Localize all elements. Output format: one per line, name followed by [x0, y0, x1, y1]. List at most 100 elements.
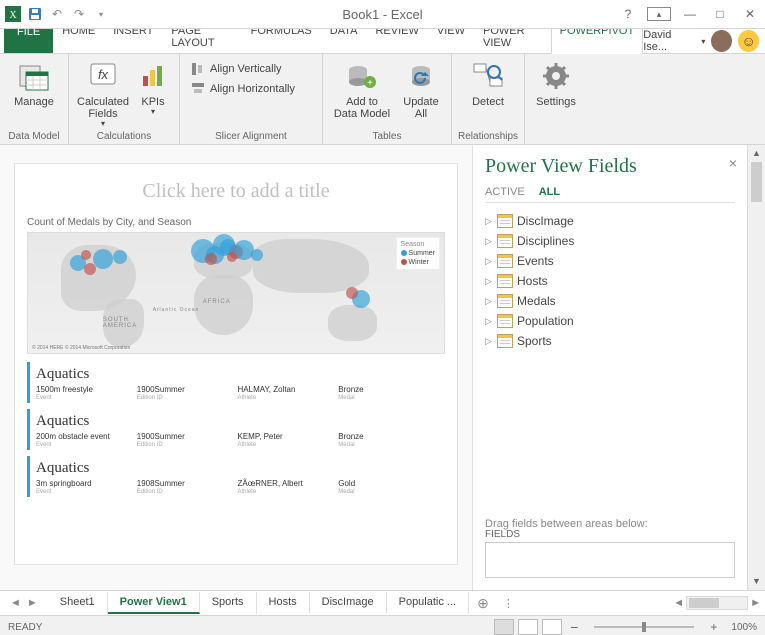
- zoom-out-icon[interactable]: −: [566, 619, 582, 635]
- data-card[interactable]: Aquatics200m obstacle event1900SummerKEM…: [27, 409, 445, 450]
- group-calculations: fx Calculated Fields▾ KPIs▾ Calculations: [69, 54, 180, 144]
- svg-text:+: +: [367, 78, 373, 89]
- map-bubble[interactable]: [251, 249, 263, 261]
- group-tables: + Add to Data Model Update All Tables: [323, 54, 452, 144]
- table-icon: [497, 314, 513, 328]
- field-population[interactable]: ▷Population: [485, 311, 735, 331]
- field-hosts[interactable]: ▷Hosts: [485, 271, 735, 291]
- group-data-model: Manage Data Model: [0, 54, 69, 144]
- undo-icon[interactable]: ↶: [48, 5, 66, 23]
- data-card[interactable]: Aquatics1500m freestyle1900SummerHALMAY,…: [27, 362, 445, 403]
- status-ready: READY: [8, 622, 42, 633]
- vertical-scrollbar[interactable]: ▲ ▼: [747, 145, 765, 590]
- excel-icon: X: [4, 5, 22, 23]
- redo-icon[interactable]: ↷: [70, 5, 88, 23]
- sheet-tab[interactable]: Sheet1: [48, 592, 108, 614]
- detect-button[interactable]: Detect: [458, 56, 518, 108]
- ribbon-tabs: FILEHOMEINSERTPAGE LAYOUTFORMULASDATAREV…: [0, 29, 765, 54]
- save-icon[interactable]: [26, 5, 44, 23]
- help-icon[interactable]: ?: [617, 7, 639, 21]
- zoom-level[interactable]: 100%: [731, 622, 757, 633]
- table-icon: [497, 294, 513, 308]
- tab-all[interactable]: ALL: [539, 186, 560, 198]
- window-controls: ? ▴ — □ ✕: [617, 7, 761, 21]
- sheet-tab-bar: ◄► Sheet1Power View1SportsHostsDiscImage…: [0, 590, 765, 615]
- table-icon: [497, 254, 513, 268]
- feedback-icon[interactable]: ☺: [738, 30, 759, 52]
- svg-text:X: X: [9, 10, 17, 21]
- close-pane-icon[interactable]: ×: [729, 155, 737, 171]
- align-vertically-button[interactable]: Align Vertically: [186, 60, 316, 78]
- group-slicer-alignment: Align Vertically Align Horizontally Slic…: [180, 54, 323, 144]
- scroll-down-icon[interactable]: ▼: [748, 573, 765, 590]
- sheet-nav[interactable]: ◄►: [0, 597, 48, 609]
- map-bubble[interactable]: [81, 250, 91, 260]
- map-bubble[interactable]: [113, 250, 127, 264]
- zoom-in-icon[interactable]: +: [706, 620, 721, 634]
- fields-list: ▷DiscImage▷Disciplines▷Events▷Hosts▷Meda…: [485, 211, 735, 351]
- chart-legend: Season Summer Winter: [396, 237, 440, 270]
- canvas-title-placeholder[interactable]: Click here to add a title: [27, 174, 445, 217]
- chart-title: Count of Medals by City, and Season: [27, 217, 445, 228]
- page-layout-view-icon[interactable]: [518, 619, 538, 635]
- field-sports[interactable]: ▷Sports: [485, 331, 735, 351]
- settings-button[interactable]: Settings: [531, 56, 581, 108]
- view-controls: − + 100%: [494, 619, 757, 635]
- field-disciplines[interactable]: ▷Disciplines: [485, 231, 735, 251]
- sheet-tab[interactable]: Populatic ...: [387, 592, 469, 614]
- svg-text:fx: fx: [98, 67, 109, 82]
- normal-view-icon[interactable]: [494, 619, 514, 635]
- sheet-tab[interactable]: DiscImage: [310, 592, 387, 614]
- status-bar: READY − + 100%: [0, 615, 765, 635]
- scroll-thumb[interactable]: [751, 162, 762, 202]
- zoom-slider[interactable]: [594, 626, 694, 628]
- tab-active[interactable]: ACTIVE: [485, 186, 525, 198]
- qat-dropdown-icon[interactable]: ▾: [92, 5, 110, 23]
- fields-tabs: ACTIVE ALL: [485, 186, 735, 203]
- title-bar: X ↶ ↷ ▾ Book1 - Excel ? ▴ — □ ✕: [0, 0, 765, 29]
- powerview-canvas[interactable]: Click here to add a title Count of Medal…: [14, 163, 458, 565]
- sheet-tab[interactable]: Sports: [200, 592, 257, 614]
- minimize-icon[interactable]: —: [679, 7, 701, 21]
- group-settings: Settings: [525, 54, 587, 144]
- canvas-area: Click here to add a title Count of Medal…: [0, 145, 473, 590]
- map-bubble[interactable]: [227, 252, 237, 262]
- fields-dropzone[interactable]: [485, 542, 735, 578]
- align-horizontally-button[interactable]: Align Horizontally: [186, 80, 316, 98]
- ribbon: Manage Data Model fx Calculated Fields▾ …: [0, 54, 765, 145]
- add-to-data-model-button[interactable]: + Add to Data Model: [329, 56, 395, 120]
- fields-pane: × Power View Fields ACTIVE ALL ▷DiscImag…: [473, 145, 747, 590]
- field-discimage[interactable]: ▷DiscImage: [485, 211, 735, 231]
- kpis-button[interactable]: KPIs▾: [133, 56, 173, 117]
- add-sheet-icon[interactable]: ⊕: [469, 595, 497, 612]
- group-relationships: Detect Relationships: [452, 54, 525, 144]
- user-name: David Ise...: [643, 29, 695, 53]
- sheet-menu-icon[interactable]: ⋮: [497, 597, 520, 610]
- page-break-view-icon[interactable]: [542, 619, 562, 635]
- workspace: Click here to add a title Count of Medal…: [0, 145, 765, 590]
- table-icon: [497, 274, 513, 288]
- field-medals[interactable]: ▷Medals: [485, 291, 735, 311]
- update-all-button[interactable]: Update All: [397, 56, 445, 120]
- table-icon: [497, 334, 513, 348]
- user-area[interactable]: David Ise...▾ ☺: [643, 29, 765, 53]
- scroll-up-icon[interactable]: ▲: [748, 145, 765, 162]
- field-events[interactable]: ▷Events: [485, 251, 735, 271]
- ribbon-options-icon[interactable]: ▴: [647, 7, 671, 21]
- close-icon[interactable]: ✕: [739, 7, 761, 21]
- table-icon: [497, 214, 513, 228]
- data-cards: Aquatics1500m freestyle1900SummerHALMAY,…: [27, 362, 445, 497]
- table-icon: [497, 234, 513, 248]
- calculated-fields-button[interactable]: fx Calculated Fields▾: [75, 56, 131, 129]
- horizontal-scrollbar[interactable]: ◄►: [673, 596, 765, 610]
- sheet-tab[interactable]: Hosts: [257, 592, 310, 614]
- field-areas: FIELDS: [485, 529, 735, 578]
- quick-access-toolbar: X ↶ ↷ ▾: [4, 5, 110, 23]
- map-chart[interactable]: SOUTH AMERICA AFRICA Atlantic Ocean Seas…: [27, 232, 445, 354]
- data-card[interactable]: Aquatics3m springboard1908SummerZÃœRNER,…: [27, 456, 445, 497]
- manage-button[interactable]: Manage: [6, 56, 62, 108]
- maximize-icon[interactable]: □: [709, 7, 731, 21]
- fields-pane-title: Power View Fields: [485, 155, 735, 178]
- sheet-tab[interactable]: Power View1: [108, 592, 200, 614]
- user-avatar[interactable]: [711, 30, 732, 52]
